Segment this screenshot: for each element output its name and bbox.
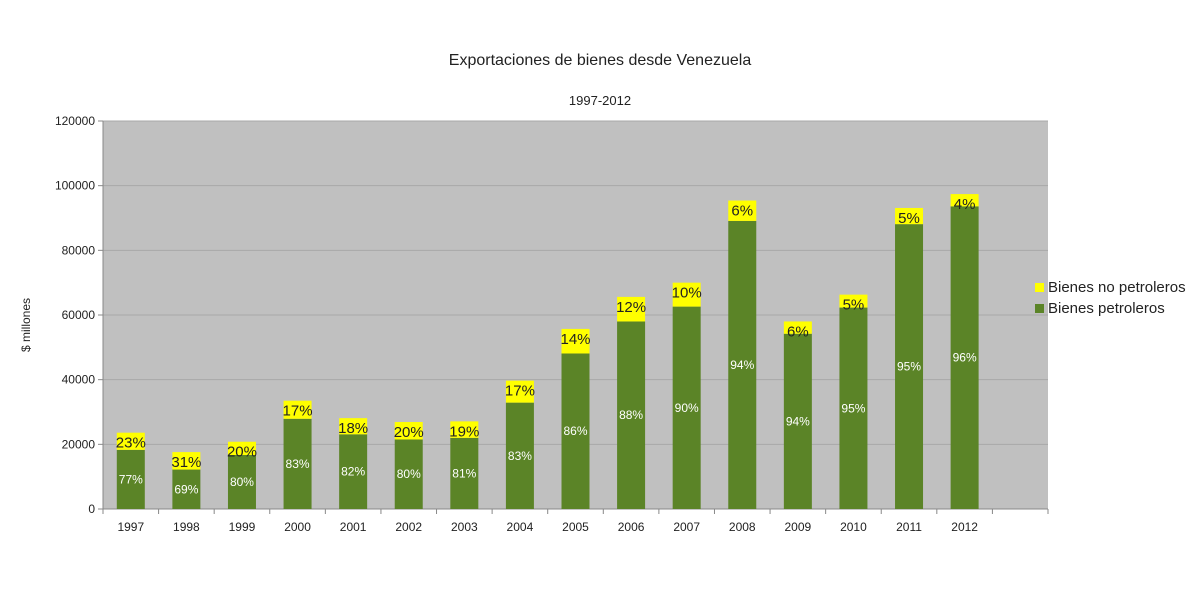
data-label-petroleros: 94% [786,414,810,428]
data-label-no-petroleros: 6% [731,203,753,220]
data-label-no-petroleros: 6% [787,323,809,340]
bar-no-petroleros [283,400,312,419]
y-tick-label: 80000 [62,243,96,257]
x-tick-label: 2005 [562,520,589,534]
data-label-petroleros: 69% [174,482,198,496]
bar-petroleros [950,206,979,510]
x-tick-label: 1998 [173,520,200,534]
data-label-no-petroleros: 17% [505,383,535,400]
x-tick-label: 2001 [340,520,367,534]
data-label-no-petroleros: 12% [616,299,646,316]
legend-label-petroleros: Bienes petroleros [1048,300,1165,317]
x-tick-label: 2004 [507,520,534,534]
bar-petroleros [339,434,368,509]
bar-petroleros [839,307,868,509]
data-label-no-petroleros: 5% [898,210,920,227]
bar-petroleros [672,306,701,509]
x-tick-label: 2009 [785,520,812,534]
bar-no-petroleros [116,432,145,450]
legend-item-petroleros: Bienes petroleros [1035,298,1186,319]
data-label-petroleros: 77% [119,472,143,486]
data-label-no-petroleros: 10% [672,285,702,302]
x-tick-label: 2006 [618,520,645,534]
bar-petroleros [505,402,534,509]
x-tick-label: 2011 [896,520,922,534]
x-tick-label: 2008 [729,520,756,534]
data-label-petroleros: 94% [730,358,754,372]
y-tick-label: 120000 [55,114,95,128]
data-label-no-petroleros: 14% [560,331,590,348]
bar-petroleros [116,449,145,509]
data-label-petroleros: 80% [230,475,254,489]
legend-item-no-petroleros: Bienes no petroleros [1035,277,1186,298]
data-label-petroleros: 95% [841,401,865,415]
bar-no-petroleros [339,418,368,435]
data-label-no-petroleros: 19% [449,423,479,440]
data-label-petroleros: 82% [341,465,365,479]
y-tick-label: 20000 [62,437,96,451]
data-label-petroleros: 80% [397,467,421,481]
data-label-petroleros: 90% [675,401,699,415]
x-tick-label: 2007 [673,520,700,534]
bar-no-petroleros [672,282,701,307]
y-tick-label: 60000 [62,308,96,322]
data-label-no-petroleros: 23% [116,435,146,452]
bar-petroleros [783,333,812,509]
y-tick-label: 0 [88,502,95,516]
data-label-no-petroleros: 20% [394,424,424,441]
bar-no-petroleros [505,380,534,403]
x-tick-label: 1999 [229,520,256,534]
legend: Bienes no petroleros Bienes petroleros [1035,277,1186,319]
legend-swatch-no-petroleros [1035,283,1044,292]
x-tick-label: 2000 [284,520,311,534]
chart-title: Exportaciones de bienes desde Venezuela [448,52,752,69]
bar-no-petroleros [895,207,924,225]
data-label-no-petroleros: 4% [954,196,976,213]
data-label-petroleros: 88% [619,408,643,422]
bar-no-petroleros [839,294,868,308]
x-tick-label: 2010 [840,520,867,534]
data-label-no-petroleros: 31% [171,454,201,471]
data-label-no-petroleros: 20% [227,444,257,461]
bar-petroleros [617,321,646,509]
bar-petroleros [283,418,312,509]
data-label-petroleros: 83% [508,449,532,463]
data-label-petroleros: 83% [286,457,310,471]
x-tick-label: 2002 [395,520,422,534]
data-label-no-petroleros: 5% [843,297,865,314]
data-label-no-petroleros: 18% [338,420,368,437]
x-tick-label: 2012 [951,520,978,534]
data-label-no-petroleros: 17% [283,403,313,420]
bar-petroleros [172,469,201,509]
y-tick-label: 100000 [55,179,95,193]
data-label-petroleros: 86% [563,424,587,438]
legend-swatch-petroleros [1035,304,1044,313]
x-tick-label: 1997 [117,520,144,534]
bar-no-petroleros [227,441,256,456]
bar-petroleros [227,455,256,509]
chart-subtitle: 1997-2012 [568,93,632,108]
bar-no-petroleros [950,194,979,207]
data-label-petroleros: 95% [897,360,921,374]
bar-petroleros [895,224,924,510]
bar-no-petroleros [617,296,646,322]
bar-no-petroleros [728,200,757,221]
y-tick-label: 40000 [62,373,96,387]
bar-no-petroleros [561,328,590,354]
bar-petroleros [728,220,757,509]
bar-no-petroleros [172,452,201,470]
bar-petroleros [394,439,423,509]
x-tick-label: 2003 [451,520,478,534]
bar-petroleros [561,353,590,509]
bar-no-petroleros [394,422,423,440]
bar-no-petroleros [783,321,812,334]
data-label-petroleros: 81% [452,466,476,480]
legend-label-no-petroleros: Bienes no petroleros [1048,279,1186,296]
data-label-petroleros: 96% [953,351,977,365]
bar-no-petroleros [450,421,479,438]
bar-petroleros [450,437,479,509]
